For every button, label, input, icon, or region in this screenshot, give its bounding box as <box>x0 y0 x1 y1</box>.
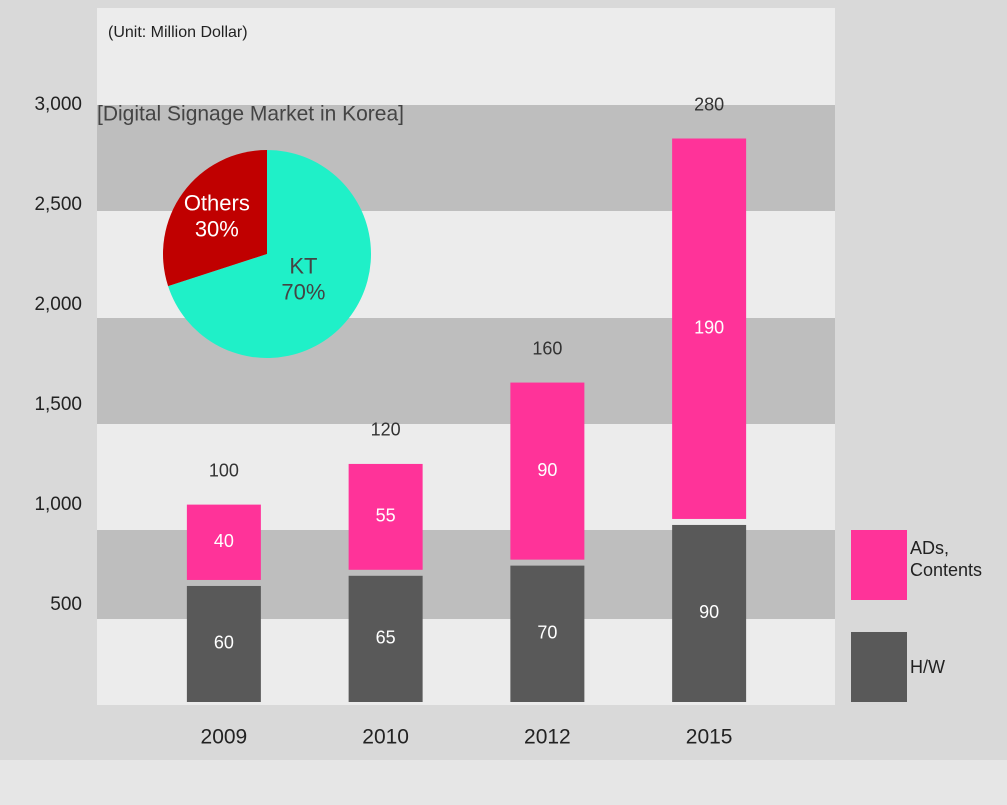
total-label: 160 <box>532 338 562 358</box>
x-tick-label: 2015 <box>686 726 733 749</box>
chart: (Unit: Million Dollar) [Digital Signage … <box>0 0 1007 805</box>
legend-label: ADs, Contents <box>910 537 1007 581</box>
data-label: 40 <box>214 531 234 551</box>
y-tick-label: 2,000 <box>34 294 82 315</box>
y-tick-label: 1,500 <box>34 394 82 415</box>
pie-label: Others <box>184 190 250 215</box>
data-label: 90 <box>699 602 719 622</box>
pie-label: KT <box>289 253 317 278</box>
pie-value-label: 70% <box>281 279 325 304</box>
y-tick-label: 1,000 <box>34 494 82 515</box>
legend-label: H/W <box>910 656 1007 678</box>
page: {"chart_data": [ {"type": "bar", "stacke… <box>0 0 1007 805</box>
total-label: 120 <box>371 420 401 440</box>
x-tick-label: 2010 <box>362 726 409 749</box>
footer-band <box>0 760 1007 805</box>
pie-value-label: 30% <box>195 216 239 241</box>
y-tick-label: 500 <box>50 594 82 615</box>
total-label: 100 <box>209 460 239 480</box>
data-label: 60 <box>214 633 234 653</box>
y-tick-label: 3,000 <box>34 94 82 115</box>
x-tick-label: 2009 <box>201 726 248 749</box>
data-label: 55 <box>376 506 396 526</box>
y-tick-label: 2,500 <box>34 194 82 215</box>
data-label: 190 <box>694 317 724 337</box>
total-label: 280 <box>694 94 724 114</box>
pie-title: [Digital Signage Market in Korea] <box>97 103 404 126</box>
legend-swatch <box>851 530 907 600</box>
data-label: 65 <box>376 628 396 648</box>
x-tick-label: 2012 <box>524 726 571 749</box>
subtitle: (Unit: Million Dollar) <box>108 24 248 41</box>
legend-swatch <box>851 632 907 702</box>
data-label: 90 <box>537 460 557 480</box>
data-label: 70 <box>537 623 557 643</box>
